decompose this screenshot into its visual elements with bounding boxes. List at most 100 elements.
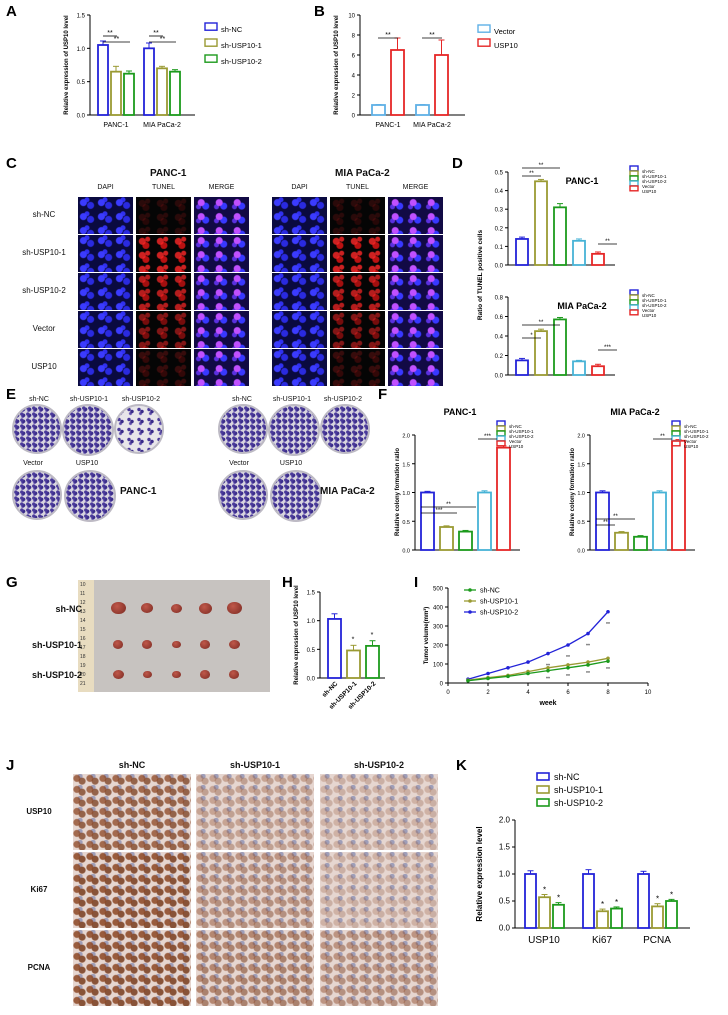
tumor <box>198 602 212 614</box>
micro-col-label: MERGE <box>208 184 235 191</box>
colony-plate <box>270 470 322 522</box>
ihc-row-label: USP10 <box>26 807 52 816</box>
micro-col-label: DAPI <box>97 184 114 191</box>
bar-sh-NC <box>327 618 342 679</box>
significance-mark: ** <box>107 30 113 37</box>
ihc-image <box>320 930 438 1006</box>
x-tick-label: USP10 <box>528 935 560 946</box>
chart-a: 0.0 0.5 1.0 1.5 Relative expression of USP10… <box>64 14 262 130</box>
x-tick-label: 0 <box>446 690 450 696</box>
significance-mark: ** <box>546 664 550 670</box>
y-tick-label: 1.0 <box>499 870 511 879</box>
plates-name-left: PANC-1 <box>120 486 157 497</box>
y-tick-label: 400 <box>433 606 444 612</box>
micro-image <box>78 311 133 348</box>
micro-image <box>388 273 443 310</box>
legend-label: Vector <box>684 439 697 444</box>
x-tick-label: PANC-1 <box>375 122 400 129</box>
ihc-col-label: sh-USP10-2 <box>353 760 405 770</box>
y-tick-label: 2.0 <box>577 434 585 440</box>
legend-swatch <box>671 420 681 427</box>
micro-image <box>194 273 249 310</box>
significance-mark: ** <box>606 667 610 673</box>
significance-mark: ** <box>566 655 570 661</box>
x-tick-label: 8 <box>606 690 610 696</box>
significance-mark: * <box>543 886 546 895</box>
legend-label: sh-NC <box>509 424 523 429</box>
ruler-tick: 12 <box>80 600 86 606</box>
bar-sh-USP10-1 <box>346 649 361 679</box>
significance-mark: *** <box>435 508 443 514</box>
panel-label-h: H <box>282 574 293 591</box>
legend-swatch <box>496 440 506 447</box>
bar-USP10 <box>671 439 686 551</box>
significance-mark: * <box>670 890 673 899</box>
significance-mark: ** <box>660 434 665 440</box>
panel-label-g: G <box>6 574 18 591</box>
bar-sh-USP10-1 <box>156 67 168 116</box>
ruler-tick: 14 <box>80 618 86 624</box>
colony-plate <box>12 404 62 454</box>
bar-sh-USP10-2 <box>665 900 678 929</box>
tumor <box>112 669 124 679</box>
y-tick-label: 0.6 <box>495 315 504 321</box>
y-tick-label: 1.5 <box>307 591 316 597</box>
significance-mark: ** <box>153 30 159 37</box>
micro-title-left: PANC-1 <box>150 168 187 179</box>
plate-label: USP10 <box>75 460 99 467</box>
y-axis-label: Ratio of TUNEL positive cells <box>477 230 484 321</box>
significance-mark: *** <box>484 434 492 440</box>
y-tick-label: 0.3 <box>495 208 504 214</box>
data-point <box>606 656 610 661</box>
chart-i: 0 100 200 300 400 500 Tumor volume(mm³) 0 2 4 6 8 10… <box>423 587 652 708</box>
bar-Vector <box>572 239 586 266</box>
micro-image <box>136 349 191 386</box>
y-tick-label: 6 <box>352 54 356 60</box>
legend-swatch <box>536 772 550 781</box>
y-tick-label: 0.4 <box>495 189 504 195</box>
y-tick-label: 0.5 <box>577 520 585 526</box>
y-tick-label: 0.0 <box>402 549 410 555</box>
ihc-col-label: sh-USP10-1 <box>229 760 281 770</box>
bar-Vector <box>415 104 430 116</box>
y-tick-label: 4 <box>352 74 356 80</box>
bar-sh-USP10-2 <box>633 535 648 551</box>
bar-Vector <box>371 104 386 116</box>
bar-sh-USP10-1 <box>651 905 664 929</box>
panel-label-k: K <box>456 757 467 774</box>
data-point <box>546 668 550 673</box>
bar-sh-NC <box>515 238 529 266</box>
colony-plate <box>218 470 268 520</box>
chart-title: PANC-1 <box>444 407 477 417</box>
series-line-sh-NC <box>467 611 609 680</box>
legend-swatch <box>629 294 639 301</box>
micro-row-label: sh-NC <box>32 210 56 219</box>
significance-mark: ** <box>446 502 451 508</box>
x-tick-label: Ki67 <box>592 935 612 946</box>
micro-image <box>330 349 385 386</box>
y-tick-label: 0.0 <box>307 677 316 683</box>
data-point <box>546 666 550 670</box>
x-tick-label: 2 <box>486 690 490 696</box>
significance-mark: * <box>601 900 604 909</box>
panel-label-c: C <box>6 155 17 172</box>
legend-swatch <box>477 38 491 47</box>
legend-swatch <box>629 170 639 177</box>
y-axis-label: Tumor volume(mm³) <box>423 607 430 665</box>
legend-label: sh-NC <box>684 424 698 429</box>
y-tick-label: 200 <box>433 644 444 650</box>
legend-swatch <box>496 420 506 427</box>
y-tick-label: 0.5 <box>495 171 504 177</box>
tumor <box>170 603 182 613</box>
ruler-tick: 20 <box>80 672 86 678</box>
legend-swatch <box>629 309 639 316</box>
legend-label: Vector <box>642 308 655 313</box>
plate-label: sh-NC <box>29 396 49 403</box>
ihc-image <box>196 852 314 928</box>
data-point <box>466 678 470 683</box>
micro-image <box>330 197 385 234</box>
significance-mark: ** <box>160 36 166 43</box>
ruler-tick: 11 <box>80 591 86 597</box>
bar-sh-USP10-1 <box>110 70 122 116</box>
legend-label: USP10 <box>494 41 518 50</box>
